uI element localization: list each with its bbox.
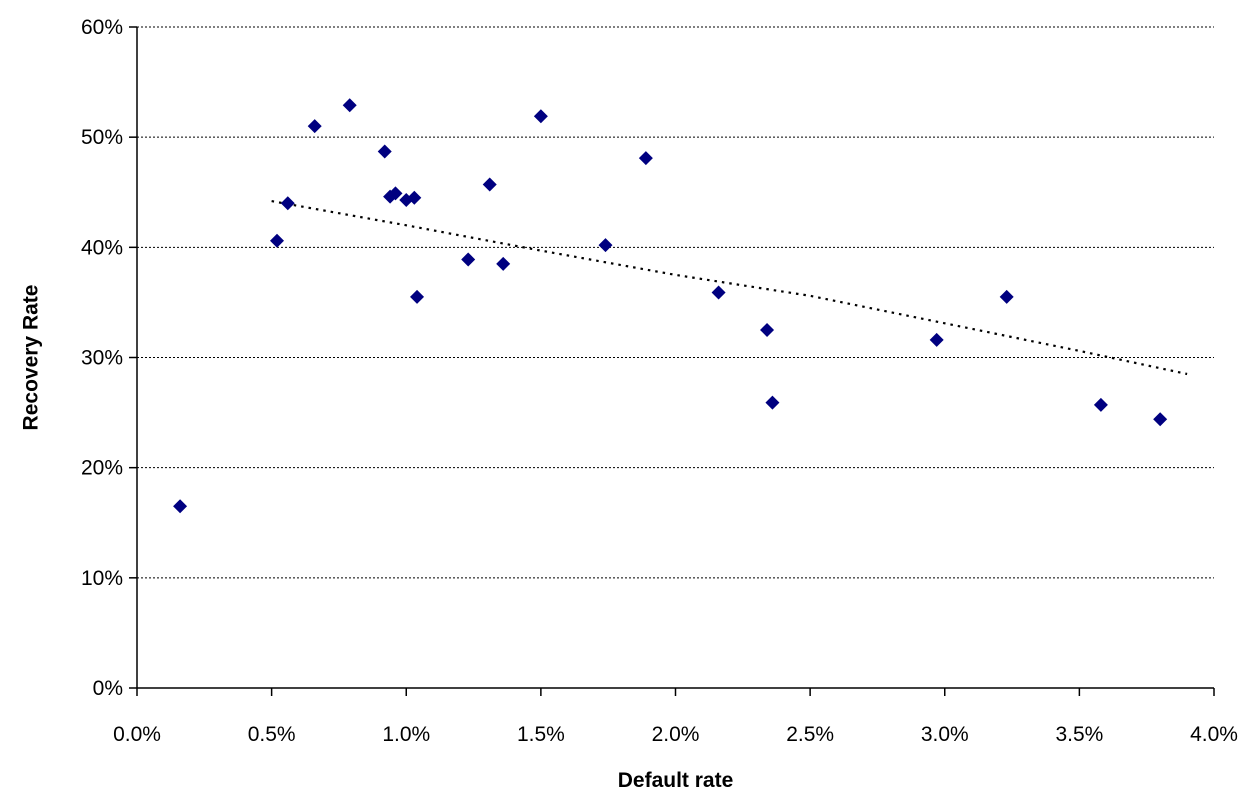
data-point (407, 190, 422, 205)
y-tick-label: 0% (93, 677, 123, 700)
x-tick-label: 3.5% (1055, 723, 1103, 746)
y-tick-label: 30% (81, 347, 123, 370)
gridlines (137, 26, 1214, 579)
x-tick-label: 1.5% (517, 723, 565, 746)
y-tick-label: 60% (81, 16, 123, 39)
data-point (388, 186, 403, 201)
data-point (496, 256, 511, 271)
data-point (410, 289, 425, 304)
data-point (1153, 412, 1168, 427)
x-tick-label: 2.5% (786, 723, 834, 746)
x-tick-label: 0.0% (113, 723, 161, 746)
data-point (1093, 397, 1108, 412)
data-point (760, 322, 775, 337)
x-tick-label: 2.0% (652, 723, 700, 746)
data-point (638, 151, 653, 166)
x-tick-label: 0.5% (248, 723, 296, 746)
data-point (377, 144, 392, 159)
data-points (173, 98, 1168, 514)
data-point (533, 109, 548, 124)
x-tick-label: 3.0% (921, 723, 969, 746)
trendline (271, 200, 1188, 376)
data-point (711, 285, 726, 300)
data-point (342, 98, 357, 113)
data-point (307, 119, 322, 134)
data-point (270, 233, 285, 248)
trendline-path (271, 200, 1188, 376)
data-point (482, 177, 497, 192)
y-tick-label: 20% (81, 457, 123, 480)
x-tick-label: 1.0% (382, 723, 430, 746)
x-tick-label: 4.0% (1190, 723, 1238, 746)
data-point (598, 238, 613, 253)
data-point (929, 332, 944, 347)
data-point (173, 499, 188, 514)
data-point (280, 196, 295, 211)
y-tick-label: 40% (81, 236, 123, 259)
data-point (999, 289, 1014, 304)
y-axis-ticks: 0% 10% 20% 30% 40% 50% 60% (81, 16, 137, 700)
y-axis-title: Recovery Rate (19, 285, 42, 431)
y-tick-label: 50% (81, 126, 123, 149)
y-tick-label: 10% (81, 567, 123, 590)
x-axis-title: Default rate (618, 769, 734, 792)
x-axis-ticks: 0.0% 0.5% 1.0% 1.5% 2.0% 2.5% 3.0% 3.5% 4.0% (113, 688, 1238, 746)
data-point (765, 395, 780, 410)
data-point (461, 252, 476, 267)
